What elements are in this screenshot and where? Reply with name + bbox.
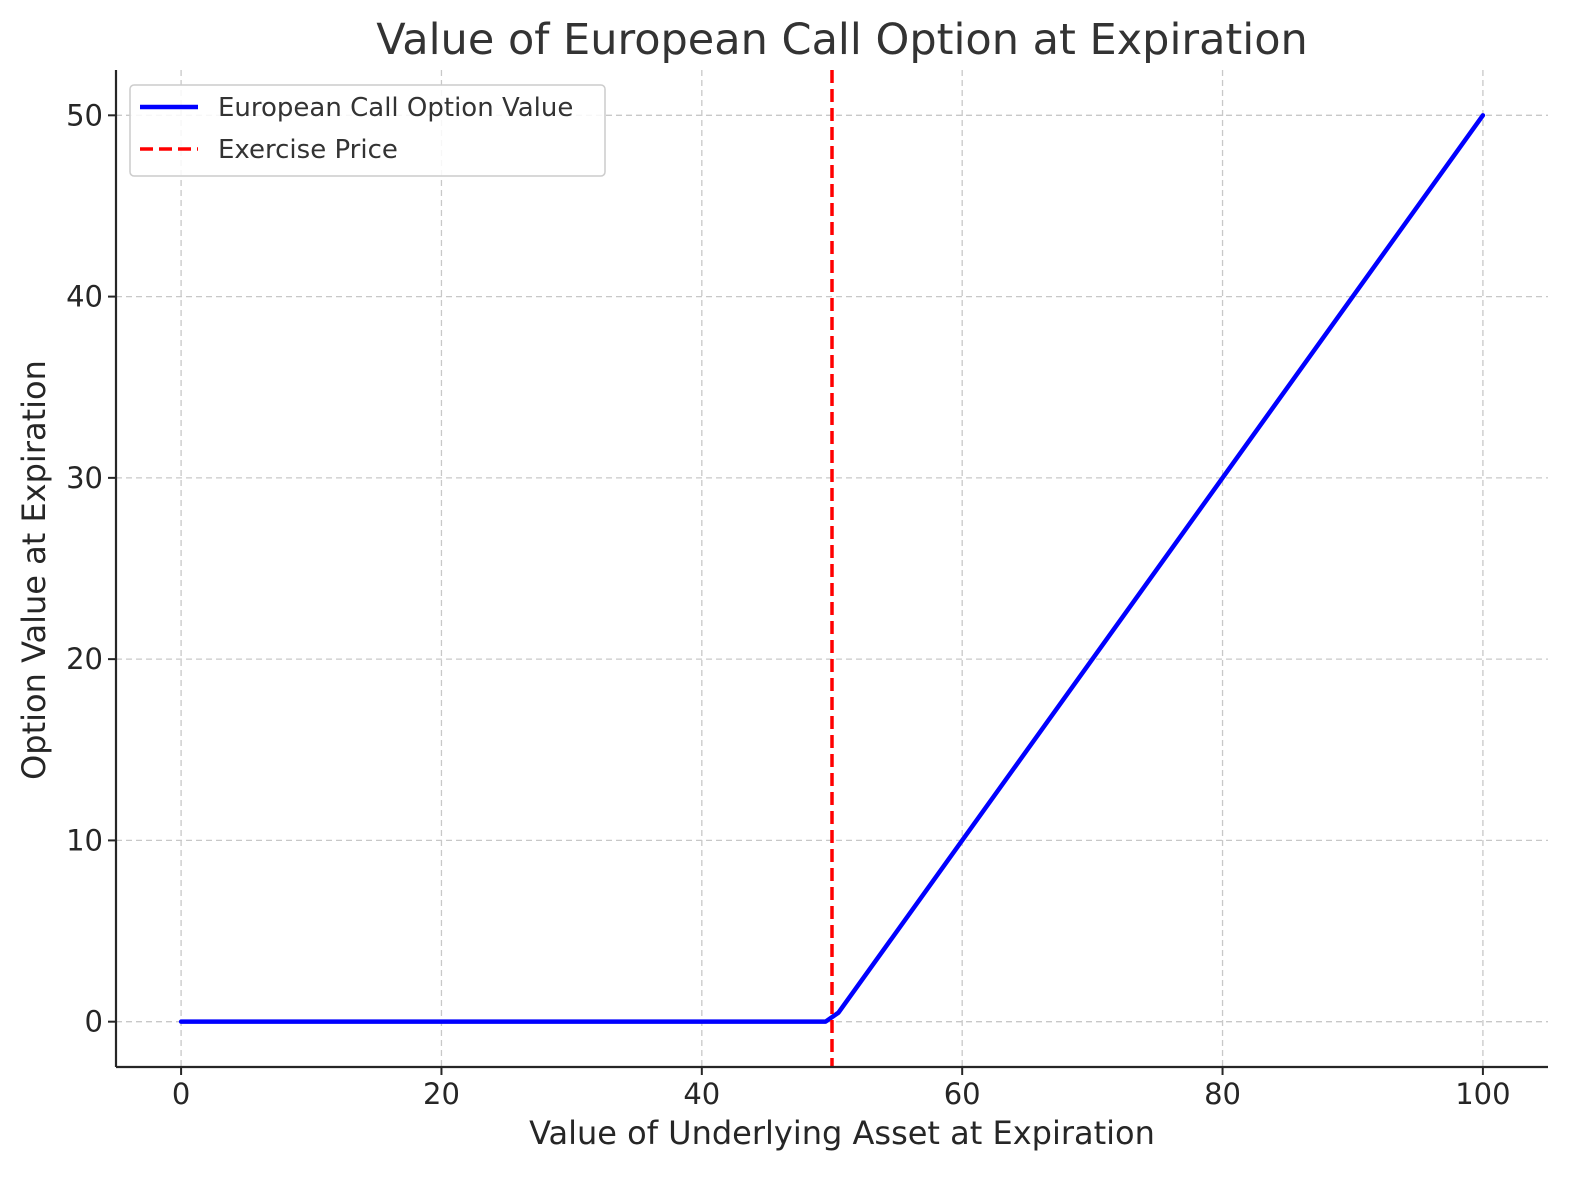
x-tick-label: 40 xyxy=(683,1077,720,1111)
series-layer xyxy=(178,70,1486,1067)
x-axis-label: Value of Underlying Asset at Expiration xyxy=(529,1114,1155,1152)
x-tick-label: 100 xyxy=(1455,1077,1510,1111)
y-tick-label: 40 xyxy=(66,280,103,314)
x-tick-label: 80 xyxy=(1204,1077,1241,1111)
call-option-value-line xyxy=(178,113,1486,1024)
y-tick-label: 20 xyxy=(66,642,103,676)
y-tick-label: 0 xyxy=(85,1005,103,1039)
y-axis-label: Option Value at Expiration xyxy=(15,360,53,780)
axes xyxy=(108,70,1548,1075)
x-tick-label: 0 xyxy=(172,1077,190,1111)
tick-labels: 0 20 40 60 80 100 0 10 20 30 40 50 xyxy=(66,98,1510,1111)
legend-label: European Call Option Value xyxy=(218,93,573,123)
y-tick-label: 50 xyxy=(66,98,103,132)
chart-title: Value of European Call Option at Expirat… xyxy=(376,15,1308,65)
y-tick-label: 10 xyxy=(66,823,103,857)
y-tick-label: 30 xyxy=(66,461,103,495)
legend: European Call Option Value Exercise Price xyxy=(129,84,606,177)
legend-box xyxy=(129,84,606,177)
legend-label: Exercise Price xyxy=(218,135,398,165)
x-tick-label: 60 xyxy=(944,1077,981,1111)
x-tick-label: 20 xyxy=(423,1077,460,1111)
